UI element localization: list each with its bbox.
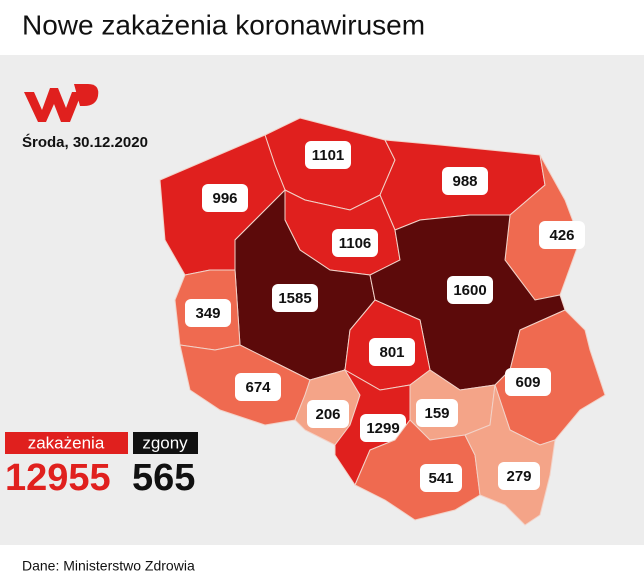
infections-total: 12955 <box>5 457 111 499</box>
region-value: 1101 <box>312 147 345 164</box>
label-box <box>539 221 585 249</box>
label-box <box>235 373 281 401</box>
map: 1101 996 988 426 1106 1585 349 1600 801 … <box>159 117 606 526</box>
label-box <box>360 414 406 442</box>
label-box <box>369 338 415 366</box>
label-box <box>332 229 378 257</box>
label-box <box>442 167 488 195</box>
region-value: 1106 <box>339 235 372 252</box>
region-value: 988 <box>452 173 477 190</box>
label-box <box>498 462 540 490</box>
logo <box>24 84 99 122</box>
label-box <box>202 184 248 212</box>
label-box <box>307 400 349 428</box>
region-value: 349 <box>195 305 220 322</box>
deaths-label-box <box>133 432 198 454</box>
region-shape <box>354 419 481 521</box>
region: 988 <box>379 139 546 231</box>
region-value: 206 <box>315 406 340 423</box>
region: 541 <box>354 419 481 521</box>
label-box <box>416 399 458 427</box>
region: 349 <box>174 269 241 351</box>
infections-label: zakażenia <box>28 433 105 452</box>
deaths-label: zgony <box>142 433 188 452</box>
date: Środa, 30.12.2020 <box>22 133 148 151</box>
title: Nowe zakażenia koronawirusem <box>22 9 425 40</box>
region-value: 674 <box>245 379 271 396</box>
region-value: 541 <box>428 470 453 487</box>
region-value: 609 <box>515 374 540 391</box>
label-box <box>447 276 493 304</box>
region-value: 1299 <box>366 420 399 437</box>
label-box <box>272 284 318 312</box>
region: 801 <box>344 299 431 391</box>
region-value: 1600 <box>453 282 486 299</box>
deaths-total: 565 <box>132 457 195 499</box>
label-box <box>505 368 551 396</box>
region: 1101 <box>264 117 396 211</box>
region-value: 801 <box>379 344 404 361</box>
region-value: 996 <box>212 190 237 207</box>
region-value: 279 <box>506 468 531 485</box>
region: 1106 <box>284 189 401 276</box>
label-box <box>305 141 351 169</box>
region: 674 <box>179 344 311 426</box>
region: 206 <box>294 369 361 446</box>
region-value: 159 <box>424 405 449 422</box>
region-value: 426 <box>549 227 574 244</box>
infections-label-box <box>5 432 128 454</box>
region: 609 <box>494 309 606 446</box>
label-box <box>420 464 462 492</box>
region: 279 <box>464 384 556 526</box>
region: 159 <box>409 369 496 441</box>
label-box <box>185 299 231 327</box>
region-value: 1585 <box>278 290 311 307</box>
source: Dane: Ministerstwo Zdrowia <box>22 558 195 574</box>
